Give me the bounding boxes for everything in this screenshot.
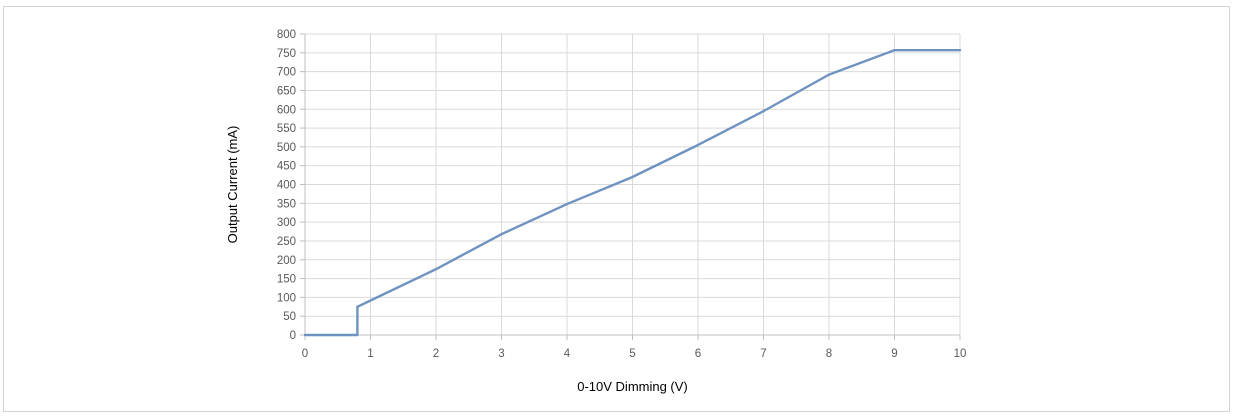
x-tick-label: 7: [760, 348, 766, 360]
chart-frame: 0 50 100 150 200 250 300 350 400 450 500 550 600 650 7…: [3, 6, 1230, 412]
y-tick-label: 400: [277, 180, 296, 192]
data-point: [356, 333, 359, 337]
line-chart: 0501001502002503003504004505005506006507…: [225, 29, 967, 394]
y-tick-label: 0: [290, 330, 296, 342]
data-point: [356, 305, 359, 308]
x-tick-label: 2: [433, 348, 439, 360]
series-line: [305, 48, 960, 337]
x-axis-title: 0-10V Dimming (V): [577, 379, 688, 394]
y-tick-label: 350: [277, 198, 296, 210]
x-tick-label: 5: [629, 348, 635, 360]
x-tick-label: 3: [498, 348, 504, 360]
y-axis-title: Output Current (mA): [225, 126, 240, 244]
y-tick-label: 800: [277, 29, 296, 41]
y-tick-label: 200: [277, 255, 296, 267]
data-point: [827, 73, 831, 76]
y-tick-label: 700: [277, 67, 296, 79]
y-tick-label: 750: [277, 48, 296, 60]
data-point: [696, 143, 700, 147]
data-point: [434, 267, 438, 271]
data-point: [303, 333, 307, 337]
series-layer: [303, 48, 962, 337]
data-point: [565, 202, 569, 206]
data-point: [631, 175, 634, 179]
data-point: [762, 109, 765, 113]
x-tick-label: 6: [695, 348, 701, 360]
y-tick-label: 100: [277, 292, 296, 304]
x-tick-label: 1: [367, 348, 373, 360]
x-tick-label: 4: [564, 348, 571, 360]
y-tick-label: 500: [277, 142, 296, 154]
y-tick-label: 50: [283, 311, 296, 323]
y-tick-label: 650: [277, 85, 296, 97]
data-point: [500, 232, 503, 236]
grid: [305, 33, 961, 335]
x-tick-label: 8: [826, 348, 832, 360]
data-point: [958, 48, 962, 52]
axes: [300, 33, 961, 340]
tick-labels: 0501001502002503003504004505005506006507…: [277, 29, 967, 360]
y-tick-label: 550: [277, 123, 296, 135]
x-tick-label: 9: [891, 348, 897, 360]
y-tick-label: 450: [277, 161, 296, 173]
x-tick-label: 0: [302, 348, 308, 360]
y-tick-label: 150: [277, 274, 296, 286]
y-tick-label: 250: [277, 236, 296, 248]
y-tick-label: 600: [277, 104, 296, 116]
data-point: [893, 48, 896, 52]
x-tick-label: 10: [954, 348, 967, 360]
y-tick-label: 300: [277, 217, 296, 229]
